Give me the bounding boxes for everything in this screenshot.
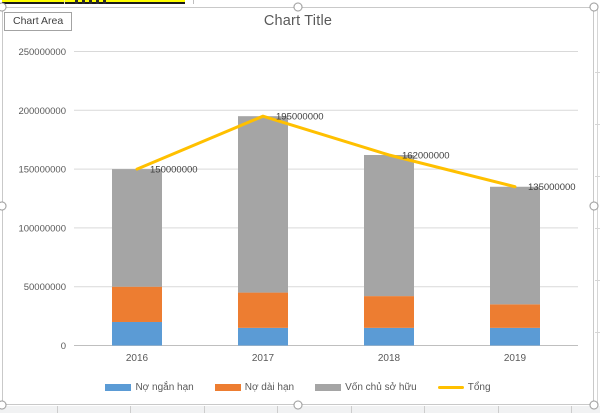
selection-handle-bottom-center[interactable] xyxy=(293,400,303,410)
sheet-column-border xyxy=(498,406,499,413)
y-axis-tick-label: 200000000 xyxy=(18,106,66,117)
sheet-column-border xyxy=(571,406,572,413)
bar-segment-2018[interactable] xyxy=(364,327,414,346)
legend-item[interactable]: Vốn chủ sở hữu xyxy=(315,382,417,393)
bar-segment-2019[interactable] xyxy=(490,186,540,305)
legend-label: Tổng xyxy=(467,381,491,393)
bar-segment-2017[interactable] xyxy=(238,116,288,293)
y-axis-tick-label: 250000000 xyxy=(18,47,66,58)
cell-divider xyxy=(64,0,65,4)
sheet-column-border xyxy=(277,406,278,413)
selection-handle-bottom-right[interactable] xyxy=(589,400,599,410)
spreadsheet-bottom-row xyxy=(0,406,600,413)
legend-swatch xyxy=(315,383,342,391)
legend-swatch xyxy=(105,383,132,391)
sheet-row-gridline xyxy=(595,124,600,125)
bar-segment-2019[interactable] xyxy=(490,327,540,346)
y-axis-tick-label: 50000000 xyxy=(24,282,66,293)
legend-item[interactable]: Tổng xyxy=(437,381,491,393)
x-axis-label-2017: 2017 xyxy=(252,353,275,364)
selection-handle-top-center[interactable] xyxy=(293,2,303,12)
bar-segment-2019[interactable] xyxy=(490,304,540,328)
legend-label: Nợ dài hạn xyxy=(244,381,295,393)
data-label[interactable]: 135000000 xyxy=(528,182,576,193)
data-label[interactable]: 195000000 xyxy=(276,112,324,123)
total-line[interactable] xyxy=(135,114,517,189)
selection-handle-bottom-left[interactable] xyxy=(0,400,7,410)
selection-handle-top-right[interactable] xyxy=(589,2,599,12)
legend-label: Vốn chủ sở hữu xyxy=(345,381,417,393)
cell-border xyxy=(193,0,194,4)
sheet-row-gridline xyxy=(595,176,600,177)
sheet-row-gridline xyxy=(595,228,600,229)
bar-segment-2017[interactable] xyxy=(238,327,288,346)
x-axis-label-2018: 2018 xyxy=(378,353,401,364)
sheet-column-border xyxy=(204,406,205,413)
x-axis-label-2016: 2016 xyxy=(126,353,149,364)
y-axis-tick-label: 100000000 xyxy=(18,223,66,234)
highlighted-cells[interactable] xyxy=(2,0,185,4)
x-axis-label-2019: 2019 xyxy=(504,353,527,364)
sheet-column-border xyxy=(57,406,58,413)
clipped-cell-text xyxy=(75,0,109,4)
bar-segment-2017[interactable] xyxy=(238,292,288,328)
selection-handle-mid-left[interactable] xyxy=(0,201,7,211)
selection-handle-top-left[interactable] xyxy=(0,2,7,12)
data-label[interactable]: 162000000 xyxy=(402,150,450,161)
data-label[interactable]: 150000000 xyxy=(150,165,198,176)
bar-segment-2016[interactable] xyxy=(112,169,162,287)
legend-item[interactable]: Nợ dài hạn xyxy=(214,381,295,393)
sheet-row-gridline xyxy=(595,332,600,333)
sheet-row-gridline xyxy=(595,72,600,73)
sheet-column-border xyxy=(424,406,425,413)
chart-legend[interactable]: Nợ ngắn hạn Nợ dài hạn Vốn chủ sở hữu Tổng xyxy=(2,379,594,395)
sheet-column-border xyxy=(130,406,131,413)
selection-handle-mid-right[interactable] xyxy=(589,201,599,211)
y-axis-tick-label: 150000000 xyxy=(18,165,66,176)
chart-area-tooltip: Chart Area xyxy=(4,12,73,31)
chart-title[interactable]: Chart Title xyxy=(263,13,333,29)
sheet-row-gridline xyxy=(595,280,600,281)
y-axis-tick-label: 0 xyxy=(61,341,66,352)
legend-swatch xyxy=(437,385,464,389)
legend-swatch xyxy=(214,383,241,391)
bar-segment-2016[interactable] xyxy=(112,321,162,346)
sheet-column-border xyxy=(351,406,352,413)
legend-label: Nợ ngắn hạn xyxy=(135,381,194,393)
bar-segment-2018[interactable] xyxy=(364,154,414,297)
bar-segment-2018[interactable] xyxy=(364,296,414,328)
bar-segment-2016[interactable] xyxy=(112,286,162,322)
legend-item[interactable]: Nợ ngắn hạn xyxy=(105,381,194,393)
